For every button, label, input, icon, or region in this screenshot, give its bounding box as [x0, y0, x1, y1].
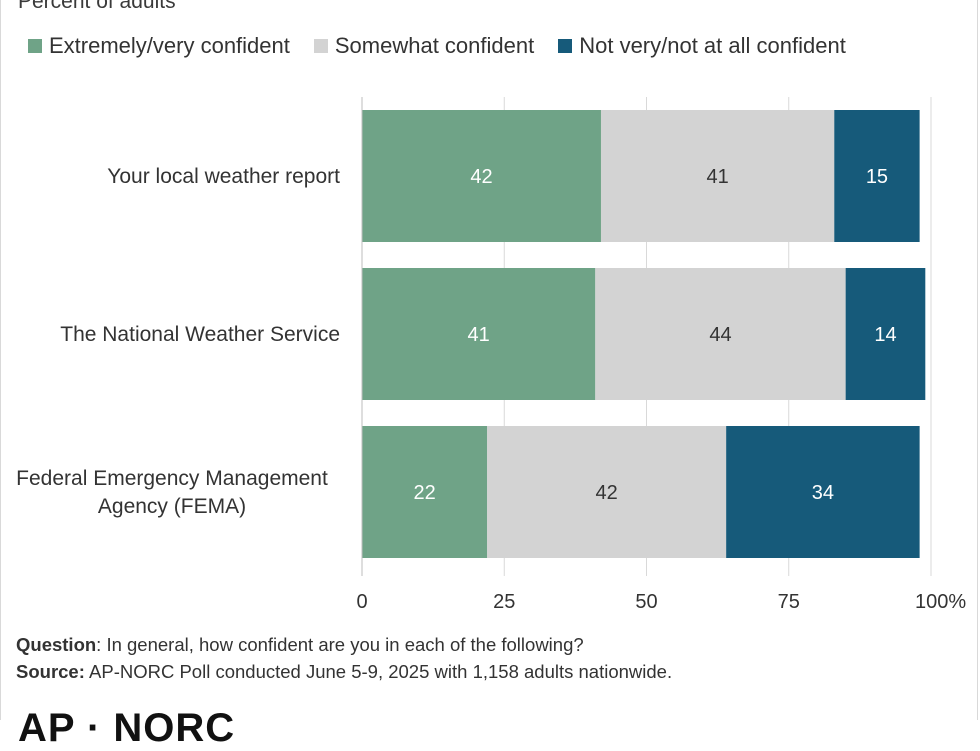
source-label: Source:: [16, 661, 85, 682]
data-label: 44: [709, 324, 731, 346]
data-label: 22: [413, 482, 435, 504]
chart-subtitle: Percent of adults: [18, 0, 176, 13]
data-label: 41: [707, 166, 729, 188]
x-tick-label: 75: [778, 591, 800, 613]
stacked-bar-chart: 42 41 15 Your local weather report 41 44 14 The…: [16, 97, 966, 613]
category-label: Your local weather report: [107, 165, 340, 188]
x-tick-label: 0: [356, 591, 367, 613]
legend: Extremely/very confident Somewhat confid…: [28, 33, 846, 59]
data-label: 14: [874, 324, 896, 346]
bar-segment-not-very-not-at-all-confident: [834, 110, 920, 242]
data-label: 42: [596, 482, 618, 504]
data-label: 41: [468, 324, 490, 346]
question-text: : In general, how confident are you in e…: [96, 634, 584, 655]
legend-swatch-extremely-very: [28, 39, 42, 53]
bar-segment-extremely-very-confident: [362, 268, 596, 400]
legend-label-not-very: Not very/not at all confident: [579, 33, 846, 58]
data-label: 34: [812, 482, 834, 504]
legend-swatch-somewhat: [313, 39, 328, 53]
legend-item-not-very: Not very/not at all confident: [558, 33, 846, 59]
bar-segment-somewhat-confident: [600, 110, 835, 242]
bar-segment-extremely-very-confident: [362, 110, 601, 242]
legend-item-somewhat: Somewhat confident: [313, 33, 535, 59]
source-note: Source: AP-NORC Poll conducted June 5-9,…: [16, 661, 672, 683]
category-label: The National Weather Service: [60, 323, 340, 346]
legend-label-extremely-very: Extremely/very confident: [49, 33, 290, 58]
category-label: Federal Emergency Management Agency (FEMA…: [16, 467, 328, 518]
x-tick-label: 100%: [915, 591, 966, 613]
data-label: 15: [866, 166, 888, 188]
bar-segment-not-very-not-at-all-confident: [845, 268, 926, 400]
data-label: 42: [470, 166, 492, 188]
x-tick-label: 25: [493, 591, 515, 613]
ap-norc-logo: AP · NORC: [18, 706, 236, 750]
bar-segment-somewhat-confident: [595, 268, 846, 400]
legend-swatch-not-very: [558, 39, 573, 53]
bar-segment-not-very-not-at-all-confident: [726, 426, 920, 558]
chart-frame: [0, 0, 978, 720]
question-label: Question: [16, 634, 97, 655]
legend-item-extremely-very: Extremely/very confident: [28, 33, 290, 59]
question-note: Question: In general, how confident are …: [16, 634, 584, 656]
source-text: AP-NORC Poll conducted June 5-9, 2025 wi…: [84, 661, 673, 682]
bar-segment-extremely-very-confident: [362, 426, 488, 558]
legend-label-somewhat: Somewhat confident: [334, 33, 535, 58]
bar-segment-somewhat-confident: [487, 426, 727, 558]
x-tick-label: 50: [635, 591, 657, 613]
